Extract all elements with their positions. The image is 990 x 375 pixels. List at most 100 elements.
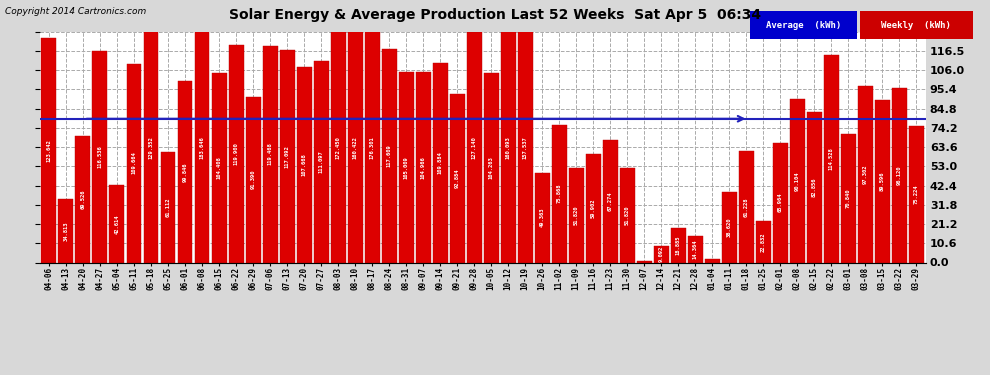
Text: 51.820: 51.820 (573, 206, 579, 225)
Bar (484, 74, 499, 262)
Text: Weekly  (kWh): Weekly (kWh) (881, 21, 951, 30)
Bar (144, 28, 158, 262)
Text: 42.614: 42.614 (115, 214, 120, 234)
Bar (416, 72, 431, 262)
Text: 51.820: 51.820 (625, 206, 630, 225)
Bar (347, 0, 362, 262)
Bar (824, 55, 839, 262)
Bar (314, 61, 329, 262)
Bar (229, 45, 244, 262)
Text: 22.832: 22.832 (760, 232, 765, 252)
Bar (790, 99, 805, 262)
Bar (331, 0, 346, 262)
Text: 104.263: 104.263 (489, 156, 494, 179)
Bar (279, 50, 295, 262)
Text: 70.840: 70.840 (845, 189, 850, 208)
Bar (859, 11, 973, 39)
Text: 111.097: 111.097 (319, 150, 324, 173)
Text: 117.092: 117.092 (284, 145, 289, 168)
Text: 109.884: 109.884 (438, 152, 443, 174)
Bar (160, 152, 175, 262)
Text: 127.140: 127.140 (471, 136, 476, 159)
Bar (909, 126, 924, 262)
Bar (297, 67, 312, 262)
Bar (246, 97, 260, 262)
Text: 104.966: 104.966 (421, 156, 426, 178)
Bar (705, 260, 720, 262)
Bar (194, 0, 210, 262)
Bar (92, 51, 108, 262)
Text: 65.964: 65.964 (778, 193, 783, 212)
Bar (875, 100, 890, 262)
Bar (603, 140, 618, 262)
Bar (75, 136, 90, 262)
Text: 176.301: 176.301 (369, 136, 374, 159)
Text: 109.664: 109.664 (132, 152, 137, 174)
Bar (399, 72, 414, 262)
Text: 105.009: 105.009 (404, 156, 409, 178)
Bar (551, 125, 566, 262)
Text: 90.104: 90.104 (795, 171, 800, 190)
Text: 75.224: 75.224 (914, 184, 919, 204)
Text: 157.537: 157.537 (523, 136, 528, 159)
Bar (739, 152, 753, 262)
Text: 160.422: 160.422 (352, 136, 357, 159)
Text: 59.902: 59.902 (591, 198, 596, 218)
Bar (773, 143, 788, 262)
Text: 119.468: 119.468 (267, 143, 272, 165)
Bar (670, 228, 686, 262)
Bar (58, 200, 73, 262)
Text: 34.813: 34.813 (63, 221, 68, 241)
Text: 91.390: 91.390 (250, 170, 255, 189)
Text: 49.363: 49.363 (540, 208, 545, 228)
Text: 82.856: 82.856 (812, 178, 817, 197)
Text: 99.846: 99.846 (182, 162, 187, 182)
Text: Solar Energy & Average Production Last 52 Weeks  Sat Apr 5  06:34: Solar Energy & Average Production Last 5… (229, 8, 761, 21)
Bar (262, 46, 277, 262)
Text: 183.646: 183.646 (200, 136, 205, 159)
Text: 172.450: 172.450 (336, 136, 341, 159)
Text: 61.228: 61.228 (743, 197, 748, 217)
Text: Copyright 2014 Cartronics.com: Copyright 2014 Cartronics.com (5, 8, 147, 16)
Bar (841, 134, 855, 262)
Text: 119.900: 119.900 (234, 142, 239, 165)
Text: 18.885: 18.885 (676, 236, 681, 255)
Text: Average  (kWh): Average (kWh) (766, 21, 842, 30)
Text: 97.302: 97.302 (862, 165, 868, 184)
Bar (892, 88, 907, 262)
Bar (620, 168, 635, 262)
Bar (364, 0, 379, 262)
Text: 107.668: 107.668 (302, 153, 307, 176)
Text: 67.274: 67.274 (608, 192, 613, 211)
Bar (637, 261, 651, 262)
Text: 9.092: 9.092 (658, 246, 663, 262)
Bar (857, 86, 873, 262)
Bar (750, 11, 857, 39)
Text: 96.120: 96.120 (897, 165, 902, 185)
Bar (807, 112, 822, 262)
Bar (110, 185, 125, 262)
Bar (722, 192, 737, 262)
Bar (568, 168, 584, 262)
Bar (501, 0, 516, 262)
Bar (42, 38, 56, 262)
Bar (535, 173, 549, 262)
Bar (653, 246, 668, 262)
Text: 116.536: 116.536 (97, 146, 103, 168)
Bar (212, 73, 227, 262)
Bar (177, 81, 192, 262)
Text: 117.609: 117.609 (386, 144, 392, 167)
Bar (381, 49, 397, 262)
Text: 123.642: 123.642 (47, 139, 51, 162)
Text: 75.868: 75.868 (556, 184, 561, 203)
Text: 69.526: 69.526 (80, 190, 85, 209)
Text: 114.528: 114.528 (829, 147, 834, 170)
Text: 129.352: 129.352 (148, 136, 153, 159)
Bar (433, 63, 447, 262)
Text: 104.408: 104.408 (217, 156, 222, 179)
Bar (586, 154, 601, 262)
Text: 89.596: 89.596 (880, 171, 885, 191)
Text: 61.112: 61.112 (165, 197, 170, 217)
Bar (755, 221, 771, 262)
Bar (518, 0, 533, 262)
